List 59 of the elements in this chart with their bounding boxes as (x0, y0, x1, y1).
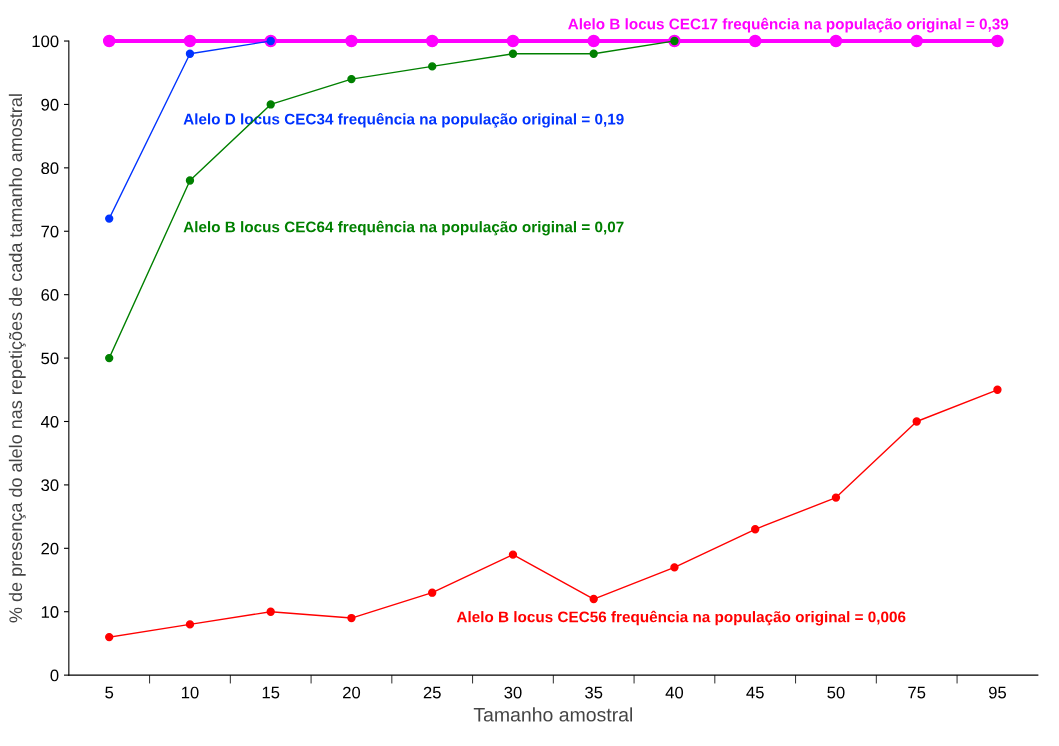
y-tick-label: 20 (41, 542, 59, 555)
point (670, 563, 679, 572)
point (991, 34, 1004, 48)
point (105, 632, 114, 642)
series-label: Alelo B locus CEC64 frequência na população original = 0,07 (183, 220, 624, 236)
x-tick-label: 95 (988, 686, 1007, 699)
x-tick-label: 50 (827, 686, 845, 699)
point (428, 588, 437, 597)
point (508, 550, 518, 559)
x-axis-title: Tamanho amostral (473, 707, 633, 722)
point (345, 34, 358, 48)
point (347, 613, 356, 623)
point (185, 620, 195, 629)
x-tick-label: 75 (908, 686, 926, 699)
y-tick-label: 80 (41, 162, 59, 175)
series-label: Alelo B locus CEC17 frequência na população original = 0,39 (568, 17, 1009, 33)
x-tick-label: 25 (423, 686, 441, 699)
point (831, 493, 841, 502)
point (105, 353, 114, 363)
y-tick-label: 60 (41, 289, 59, 301)
point (912, 417, 921, 426)
x-tick-label: 10 (181, 686, 199, 699)
point (751, 525, 760, 534)
point (587, 34, 600, 48)
point (829, 34, 843, 48)
point (102, 34, 116, 48)
x-tick-label: 45 (746, 686, 764, 699)
x-tick-label: 30 (504, 686, 522, 699)
point (425, 34, 439, 48)
point (185, 176, 195, 185)
y-tick-label: 0 (50, 669, 59, 682)
point (748, 34, 762, 48)
x-tick-label: 20 (343, 686, 361, 699)
point (508, 49, 518, 58)
point (428, 62, 437, 71)
x-tick-label: 40 (665, 686, 684, 699)
y-tick-label: 30 (41, 479, 59, 492)
point (183, 34, 197, 48)
x-tick-label: 35 (585, 686, 603, 699)
point (506, 34, 520, 48)
point (589, 49, 598, 58)
y-tick-label: 10 (41, 606, 59, 618)
point (185, 49, 195, 58)
y-tick-label: 50 (41, 352, 59, 365)
point (266, 100, 275, 109)
y-axis-title: % de presença do alelo nas repetições de cada tamanho amostral (8, 94, 26, 623)
point (347, 74, 356, 84)
series-label: Alelo B locus CEC56 frequência na população original = 0,006 (456, 610, 906, 626)
point (993, 385, 1002, 394)
x-tick-label: 5 (105, 686, 114, 699)
point (105, 214, 114, 223)
y-tick-label: 40 (40, 415, 59, 428)
x-tick-label: 15 (262, 686, 280, 699)
y-tick-label: 90 (41, 98, 59, 111)
point (589, 594, 598, 604)
y-tick-label: 70 (41, 225, 59, 238)
y-tick-label: 100 (32, 35, 59, 48)
point (266, 607, 275, 616)
point (910, 34, 923, 48)
